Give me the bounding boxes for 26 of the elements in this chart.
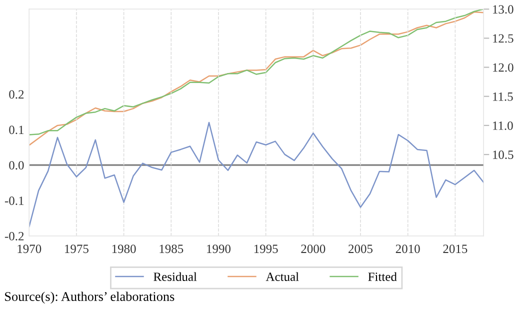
x-tick-label: 2005 bbox=[348, 244, 373, 254]
x-tick-label: 2010 bbox=[396, 244, 420, 254]
line-series bbox=[29, 122, 484, 228]
y-tick-label: 0.0 bbox=[9, 161, 24, 170]
legend-label: Residual bbox=[154, 272, 197, 282]
y-tick-label: 0.2 bbox=[9, 90, 24, 99]
legend-label: Fitted bbox=[368, 272, 397, 282]
y-tick-label: -0.1 bbox=[4, 196, 24, 206]
y2-tick-label: 11.0 bbox=[493, 121, 513, 130]
y2-tick-label: 12.0 bbox=[493, 63, 514, 72]
legend-label: Actual bbox=[266, 272, 299, 282]
x-tick-label: 1990 bbox=[207, 244, 231, 254]
y2-tick-label: 13.0 bbox=[493, 5, 514, 14]
x-tick-label: 1970 bbox=[18, 244, 42, 254]
x-tick-label: 1980 bbox=[112, 244, 136, 254]
x-tick-label: 1985 bbox=[160, 244, 184, 254]
x-tick-label: 2000 bbox=[301, 244, 326, 254]
x-tick-label: 1995 bbox=[254, 244, 278, 254]
y2-tick-label: 10.5 bbox=[493, 150, 514, 160]
y2-tick-label: 11.5 bbox=[493, 92, 513, 101]
x-tick-label: 1975 bbox=[65, 244, 88, 254]
y-tick-label: 0.1 bbox=[9, 126, 24, 134]
x-tick-label: 2015 bbox=[443, 244, 468, 254]
y-tick-label: -0.2 bbox=[4, 232, 24, 240]
y2-tick-label: 12.5 bbox=[493, 34, 514, 43]
source-note: Source(s): Authors’ elaborations bbox=[5, 292, 174, 304]
